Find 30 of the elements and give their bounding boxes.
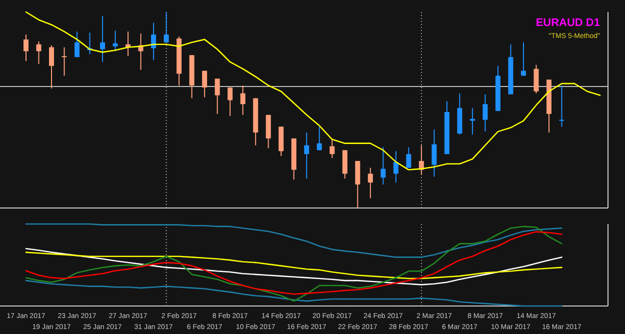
candlestick (393, 150, 398, 184)
candlestick (62, 46, 67, 76)
candlestick (534, 64, 539, 94)
candlestick (380, 146, 386, 185)
candlestick (432, 129, 437, 178)
candlestick (49, 44, 54, 89)
candlestick (164, 12, 169, 43)
candlestick (266, 114, 271, 149)
candlestick (559, 85, 564, 128)
candlestick (74, 31, 80, 58)
candlestick (228, 86, 233, 116)
candlestick (330, 138, 335, 159)
chart-title: EURAUD D1 (536, 17, 600, 29)
candlestick (316, 126, 322, 151)
candlestick (406, 146, 412, 168)
candlestick (24, 34, 28, 62)
candlestick (151, 22, 156, 61)
candlestick (355, 160, 360, 208)
candlestick (112, 30, 118, 52)
candlestick (214, 78, 220, 114)
candlestick (202, 70, 208, 98)
candlestick (520, 42, 526, 76)
candlestick (470, 108, 475, 135)
candlestick (240, 85, 246, 116)
candlestick (482, 94, 488, 132)
candlestick (100, 15, 106, 62)
candlestick (304, 132, 310, 180)
candlestick (368, 167, 373, 199)
candlestick (36, 40, 42, 64)
candlestick (342, 150, 348, 180)
